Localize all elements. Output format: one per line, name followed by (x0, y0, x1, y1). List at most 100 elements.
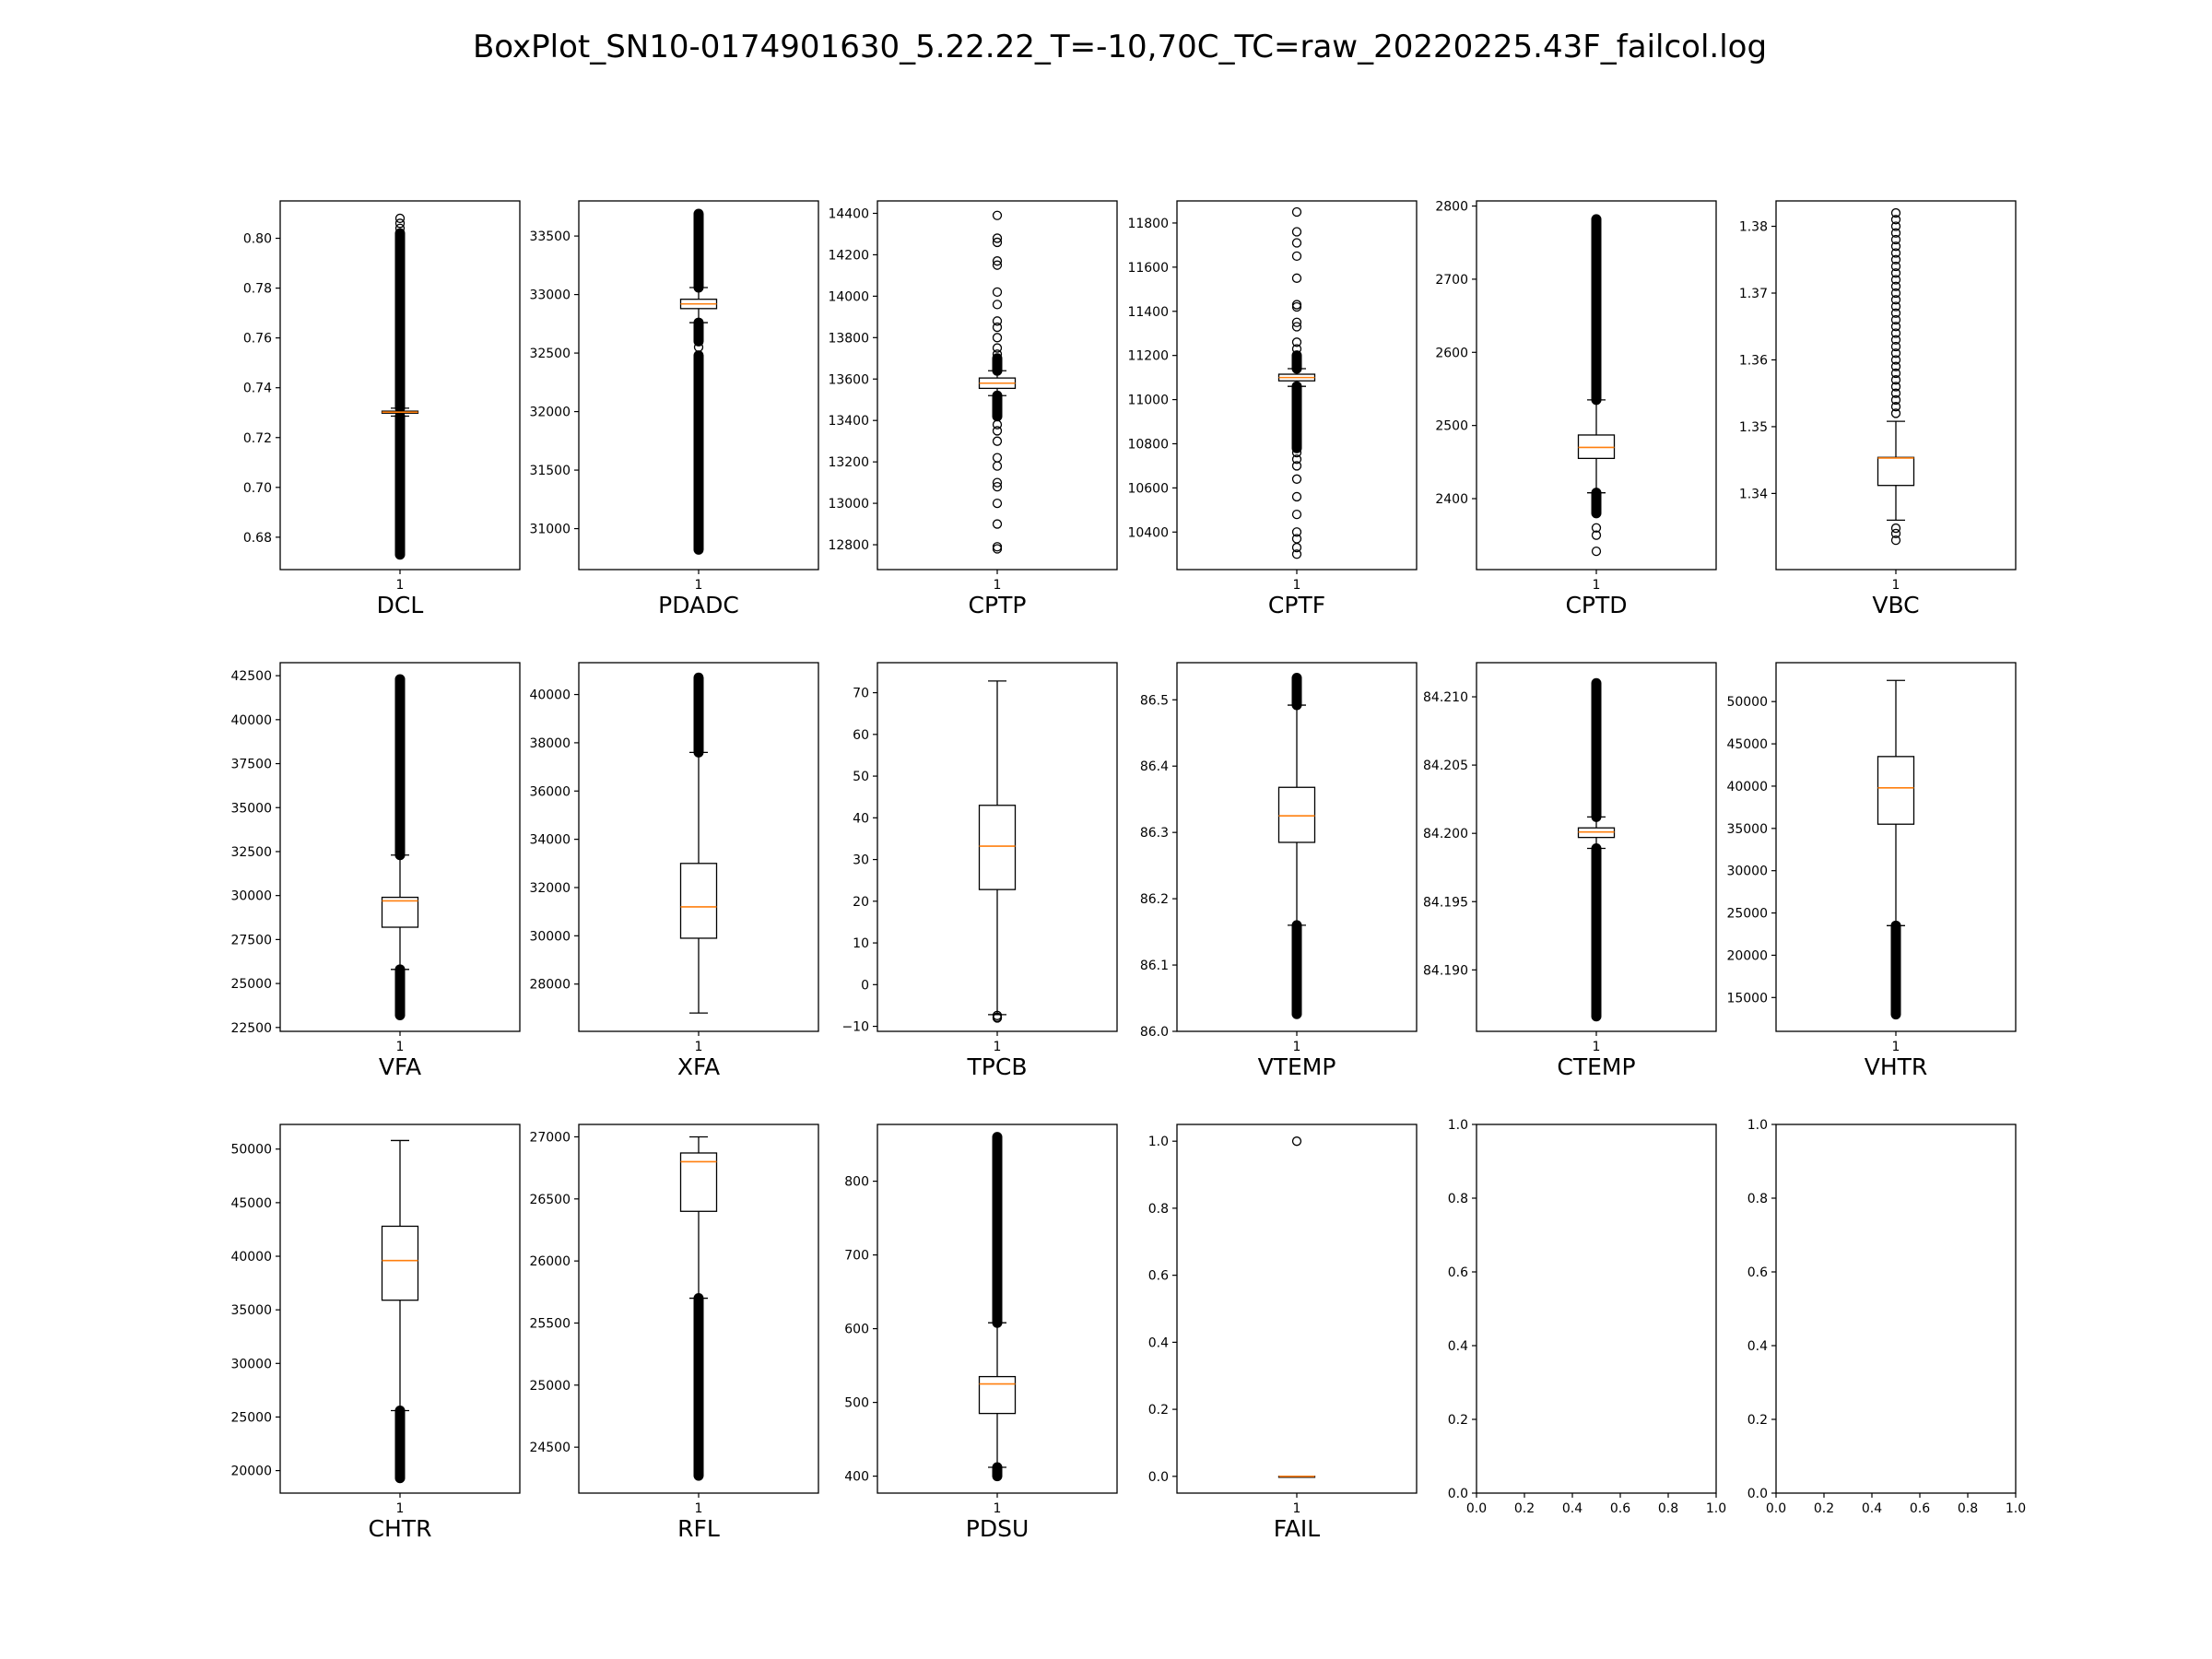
outlier-point (992, 349, 1003, 359)
y-tick-label: 34000 (529, 833, 571, 848)
y-tick-label: 500 (844, 1396, 869, 1411)
outlier-point (1890, 248, 1901, 258)
figure-title: BoxPlot_SN10-0174901630_5.22.22_T=-10,70… (473, 29, 1767, 65)
y-tick-label: 10600 (1127, 481, 1169, 496)
y-tick-label: 11000 (1127, 394, 1169, 408)
y-tick-label: 35000 (230, 801, 272, 816)
y-tick-label: 0.8 (1747, 1192, 1768, 1206)
x-tick-label: 1 (1892, 1040, 1900, 1054)
y-tick-label: 13600 (828, 372, 869, 387)
outlier-point (1890, 394, 1901, 406)
y-tick-label: 32500 (529, 347, 571, 361)
outlier-point (1291, 549, 1302, 559)
outlier-band (394, 411, 406, 560)
x-tick-label: 1.0 (2006, 1501, 2026, 1516)
x-axis-label: CTEMP (1557, 1053, 1635, 1080)
outlier-point (1291, 227, 1302, 237)
outlier-point (1890, 348, 1901, 359)
outlier-band (1591, 677, 1602, 822)
y-tick-label: 13000 (828, 497, 869, 512)
y-tick-label: 1.0 (1148, 1135, 1169, 1149)
outlier-point (1890, 335, 1901, 345)
outlier-point (1890, 275, 1901, 285)
outlier-point (1890, 341, 1901, 352)
y-tick-label: 60 (853, 728, 869, 743)
y-tick-label: 84.195 (1423, 895, 1468, 910)
outlier-point (1890, 301, 1901, 312)
outlier-point (1890, 228, 1901, 238)
outlier-point (992, 498, 1003, 509)
outlier-point (1291, 337, 1302, 347)
y-tick-label: 10400 (1127, 525, 1169, 540)
outlier-band (693, 1293, 704, 1481)
y-tick-label: 13200 (828, 455, 869, 470)
x-axis-label: PDSU (966, 1515, 1030, 1542)
outlier-point (1890, 261, 1901, 272)
x-tick-label: 1 (1593, 578, 1601, 593)
outlier-band (992, 1462, 1003, 1482)
outlier-point (992, 426, 1003, 436)
box-iqr (1877, 456, 1915, 487)
y-tick-label: 40 (853, 811, 869, 826)
y-tick-label: 1.36 (1739, 353, 1768, 368)
y-tick-label: 0.74 (243, 382, 272, 396)
x-axis-label: CPTD (1565, 592, 1627, 618)
x-tick-label: 0.8 (1658, 1501, 1678, 1516)
y-tick-label: 1.38 (1739, 220, 1768, 235)
outlier-point (992, 453, 1003, 463)
y-tick-label: 70 (853, 687, 869, 701)
y-tick-label: 36000 (529, 784, 571, 799)
y-tick-label: 0.2 (1148, 1403, 1169, 1418)
y-tick-label: 10 (853, 936, 869, 951)
y-tick-label: 13800 (828, 331, 869, 346)
outlier-point (1291, 251, 1302, 262)
y-tick-label: 40000 (230, 1250, 272, 1265)
x-tick-label: 1 (695, 1040, 703, 1054)
outlier-point (1291, 527, 1302, 537)
outlier-point (1890, 361, 1901, 371)
y-tick-label: 1.0 (1747, 1118, 1768, 1133)
outlier-point (1291, 491, 1302, 502)
y-tick-label: 1.0 (1448, 1118, 1468, 1133)
y-tick-label: 0.4 (1448, 1339, 1468, 1354)
box-iqr (978, 805, 1017, 890)
subplot-empty-17: 0.0 0.2 0.4 0.6 0.8 1.0 0.0 0.2 0.4 0.6 0.8 1.0 (1747, 1118, 2026, 1516)
outlier-band (394, 674, 406, 861)
y-tick-label: 30000 (230, 889, 272, 904)
y-tick-label: 0.4 (1747, 1339, 1768, 1354)
y-tick-label: 11200 (1127, 349, 1169, 364)
y-tick-label: 1.37 (1739, 287, 1768, 301)
x-axis-label: CPTP (969, 592, 1027, 618)
outlier-point (1291, 509, 1302, 520)
y-tick-label: 84.200 (1423, 827, 1468, 841)
y-tick-label: 2400 (1435, 492, 1468, 507)
y-tick-label: 86.0 (1140, 1025, 1169, 1040)
x-tick-label: 1 (1293, 1501, 1301, 1516)
y-tick-label: 27000 (529, 1130, 571, 1145)
outlier-point (992, 1013, 1003, 1023)
x-axis-label: XFA (677, 1053, 720, 1080)
x-tick-label: 0.0 (1466, 1501, 1487, 1516)
y-tick-label: 11800 (1127, 217, 1169, 231)
y-tick-label: 2700 (1435, 273, 1468, 288)
outlier-point (1890, 314, 1901, 325)
y-tick-label: 24500 (529, 1441, 571, 1455)
x-axis-label: FAIL (1274, 1515, 1321, 1542)
box-iqr (381, 896, 419, 928)
outlier-point (992, 210, 1003, 220)
x-axis-label: CHTR (369, 1515, 432, 1542)
x-tick-label: 0.6 (1610, 1501, 1630, 1516)
outlier-band (992, 353, 1003, 376)
y-tick-label: 0.78 (243, 282, 272, 297)
y-tick-label: 35000 (230, 1303, 272, 1318)
outlier-point (992, 237, 1003, 248)
subplot-vhtr: 15000 20000 25000 30000 35000 40000 45000 50000… (1726, 662, 2017, 1080)
y-tick-label: 0.70 (243, 481, 272, 496)
box-iqr (1277, 786, 1316, 843)
outlier-point (1890, 402, 1901, 412)
x-tick-label: 1 (1892, 578, 1900, 593)
outlier-band (394, 964, 406, 1020)
